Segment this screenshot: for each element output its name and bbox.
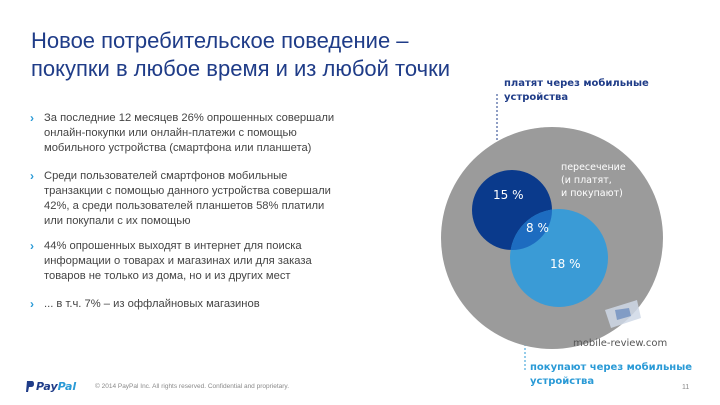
label-buy-mobile: покупают через мобильные устройства	[530, 362, 693, 387]
value-both: 8 %	[526, 221, 549, 235]
copyright-text: © 2014 PayPal Inc. All rights reserved. …	[95, 383, 289, 390]
slide-title: Новое потребительское поведение – покупк…	[31, 27, 511, 83]
bullet-item: › ... в т.ч. 7% – из оффлайновых магазин…	[30, 297, 260, 312]
chevron-right-icon: ›	[30, 239, 34, 253]
value-buy: 18 %	[550, 257, 581, 271]
bullet-text: За последние 12 месяцев 26% опрошенных с…	[44, 112, 335, 154]
bullet-text: ... в т.ч. 7% – из оффлайновых магазинов	[44, 298, 260, 310]
paypal-logo-icon	[26, 381, 34, 392]
venn-diagram	[441, 94, 663, 370]
bullet-item: › Среди пользователей смартфонов мобильн…	[30, 169, 331, 229]
chevron-right-icon: ›	[30, 297, 34, 311]
logo-pay: Pay	[36, 380, 58, 393]
title-line-1: Новое потребительское поведение –	[31, 28, 409, 53]
label-intersection: пересечение (и платят, и покупают)	[561, 162, 626, 199]
overlap-region	[510, 209, 552, 250]
value-pay: 15 %	[493, 188, 524, 202]
watermark-text: mobile-review.com	[573, 338, 668, 349]
bullet-item: › За последние 12 месяцев 26% опрошенных…	[30, 111, 334, 156]
logo-pal: Pal	[57, 380, 77, 393]
page-number: 11	[682, 384, 690, 391]
title-line-2: покупки в любое время и из любой точки	[31, 56, 451, 81]
bullet-item: › 44% опрошенных выходят в интернет для …	[30, 239, 312, 284]
bullet-text: Среди пользователей смартфонов мобильные…	[44, 170, 331, 227]
chevron-right-icon: ›	[30, 169, 34, 183]
bullet-text: 44% опрошенных выходят в интернет для по…	[44, 240, 312, 282]
label-pay-mobile: платят через мобильные устройства	[504, 78, 649, 103]
chevron-right-icon: ›	[30, 111, 34, 125]
watermark-logo-icon	[605, 300, 641, 328]
paypal-logo: PayPal	[36, 380, 76, 393]
